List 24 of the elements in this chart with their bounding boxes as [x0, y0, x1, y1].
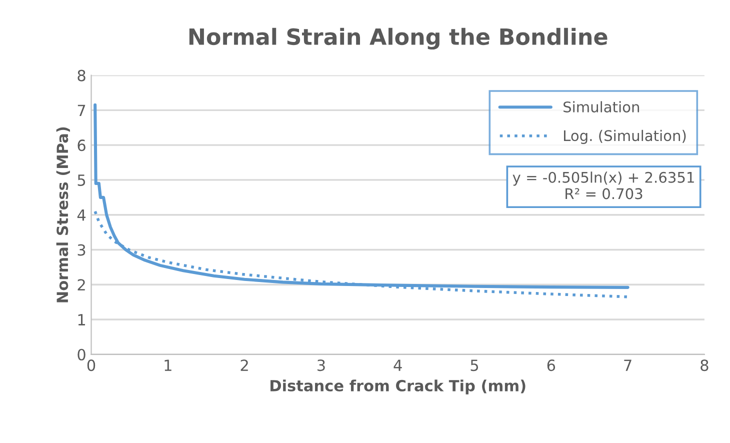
y-tick-label: 2: [78, 279, 85, 290]
y-tick-label: 0: [78, 348, 86, 360]
x-tick-label: 6: [547, 360, 556, 372]
x-axis-title: Distance from Crack Tip (mm): [270, 380, 526, 394]
annotation: y = -0.505ln(x) + 2.6351 R² = 0.703: [512, 172, 694, 200]
x-tick-label: 1: [164, 360, 172, 371]
y-tick-label: 5: [78, 174, 86, 186]
x-tick-label: 4: [394, 360, 402, 371]
y-tick-label: 8: [78, 70, 86, 82]
legend-label: Log. (Simulation): [564, 130, 686, 144]
y-tick-label: 1: [78, 314, 85, 326]
y-tick-label: 6: [78, 140, 86, 152]
y-tick-label: 4: [77, 210, 86, 221]
chart-title: Normal Strain Along the Bondline: [189, 28, 608, 50]
y-axis-title: Normal Stress (MPa): [56, 127, 70, 302]
y-tick-label: 3: [78, 244, 86, 256]
y-tick-label: 7: [78, 104, 86, 116]
x-tick-label: 5: [470, 360, 478, 372]
x-tick-label: 8: [700, 360, 708, 372]
x-tick-label: 7: [624, 360, 632, 371]
x-tick-label: 2: [240, 360, 248, 371]
x-tick-label: 0: [87, 360, 96, 372]
legend-label: Simulation: [564, 101, 640, 112]
x-tick-label: 3: [318, 360, 325, 372]
